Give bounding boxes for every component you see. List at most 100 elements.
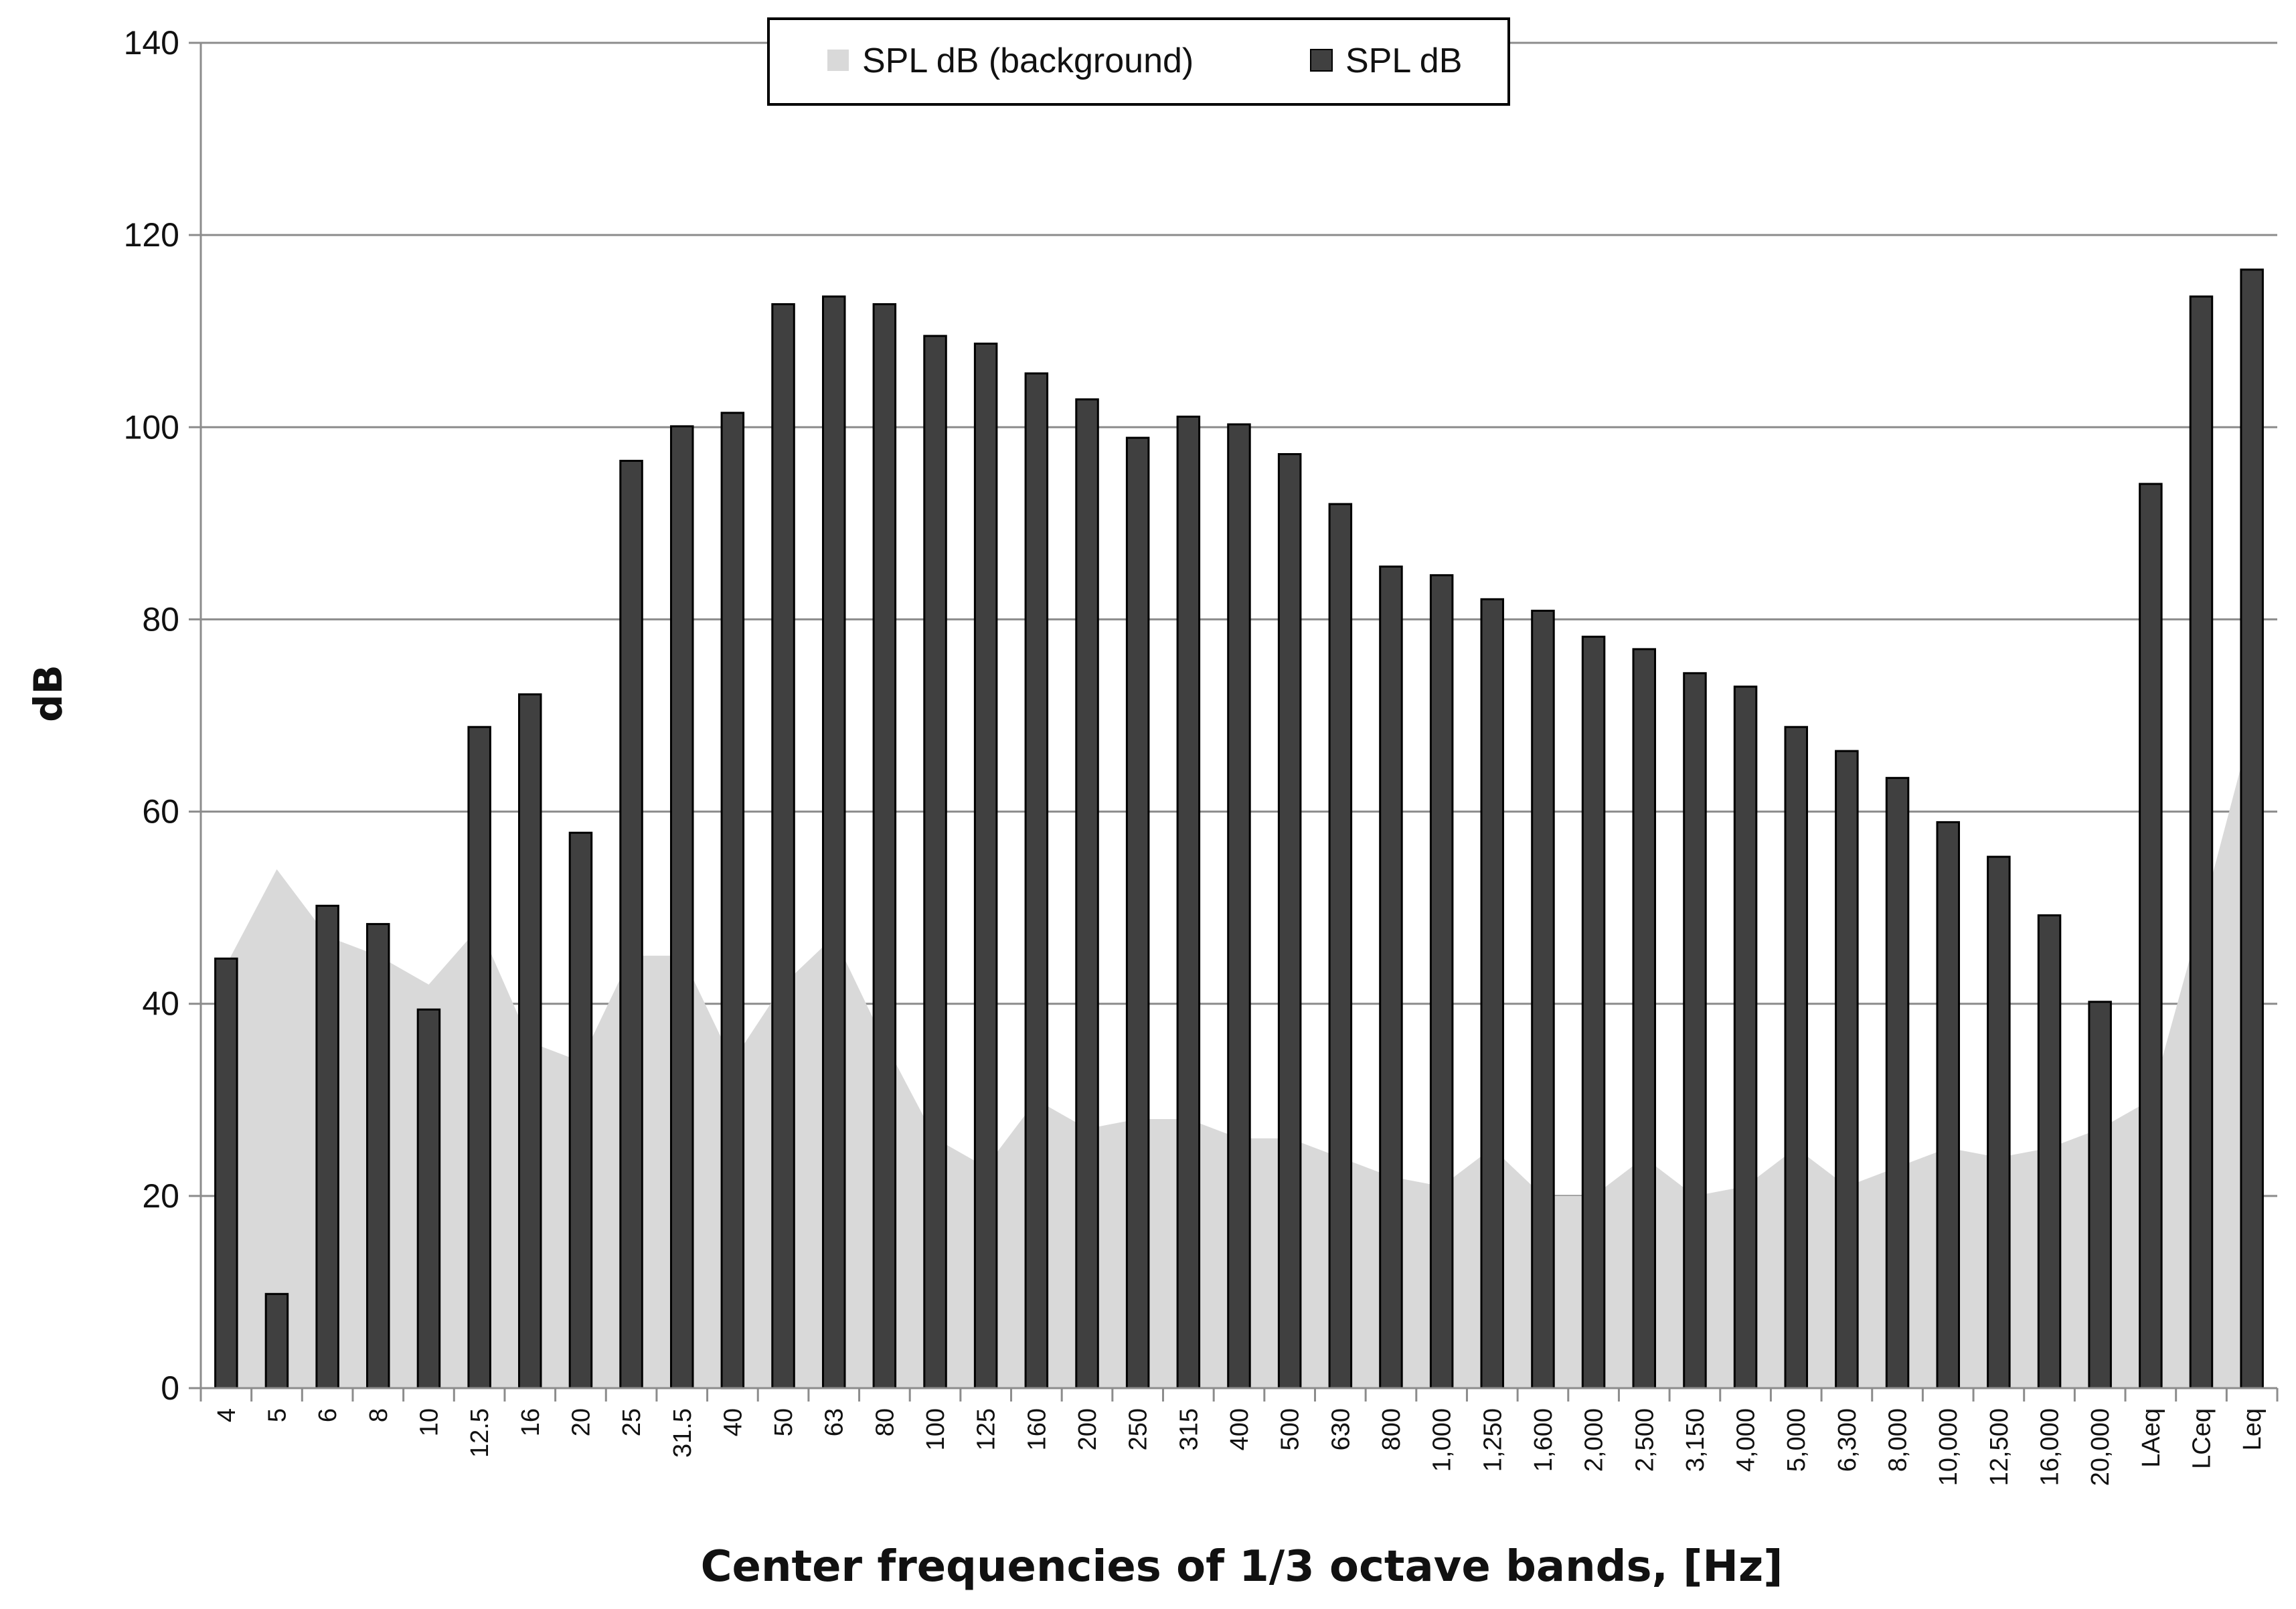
x-tick-label: 250 [1125, 1408, 1153, 1450]
x-tick-label: 3,150 [1682, 1408, 1710, 1472]
bar-6,300 [1835, 750, 1859, 1389]
x-tick-label: 20 [567, 1408, 595, 1436]
bar-160 [1024, 372, 1049, 1389]
bar-16 [518, 693, 542, 1389]
legend-swatch-background [827, 50, 849, 71]
x-tick-label: 800 [1378, 1408, 1406, 1450]
x-tick-label: 125 [973, 1408, 1001, 1450]
legend-frame [767, 17, 1510, 106]
x-tick-label: 12,500 [1985, 1408, 2014, 1486]
bar-1,000 [1429, 574, 1454, 1389]
x-tick-label: 16 [517, 1408, 545, 1436]
bar-LAeq [2139, 483, 2163, 1389]
bar-200 [1075, 398, 1099, 1389]
x-tick-label: 50 [770, 1408, 798, 1436]
x-tick-label: 40 [719, 1408, 747, 1436]
x-tick-label: 1,600 [1530, 1408, 1558, 1472]
x-tick-label: 100 [922, 1408, 950, 1450]
bar-1,600 [1531, 610, 1555, 1389]
legend: SPL dB (background) SPL dB [767, 17, 1510, 106]
y-tick-label: 20 [142, 1177, 179, 1215]
x-tick-label: 2,000 [1580, 1408, 1609, 1472]
bar-2,500 [1632, 648, 1656, 1389]
bar-4,000 [1733, 685, 1758, 1389]
bar-500 [1277, 453, 1302, 1389]
bar-5 [264, 1292, 289, 1389]
y-tick-label: 100 [124, 408, 179, 446]
bar-16,000 [2037, 914, 2062, 1389]
bar-12,500 [1987, 855, 2011, 1389]
x-tick-label: 8,000 [1884, 1408, 1912, 1472]
bar-80 [872, 303, 897, 1389]
bar-800 [1379, 566, 1403, 1389]
x-tick-label: 4,000 [1732, 1408, 1760, 1472]
x-tick-label: 5 [263, 1408, 291, 1422]
bar-12.5 [467, 726, 491, 1389]
bar-5,000 [1784, 726, 1808, 1389]
axes [199, 43, 2279, 1402]
legend-swatch-spl [1310, 49, 1333, 72]
bar-31.5 [670, 425, 694, 1389]
x-tick-label: 630 [1327, 1408, 1355, 1450]
bar-315 [1176, 416, 1201, 1389]
x-tick-label: 1,250 [1479, 1408, 1507, 1472]
x-tick-label: 80 [871, 1408, 899, 1436]
bar-250 [1125, 436, 1150, 1389]
bar-25 [619, 460, 643, 1389]
bar-10 [416, 1008, 441, 1389]
x-tick-label: LCeq [2188, 1408, 2216, 1469]
x-axis-title: Center frequencies of 1/3 octave bands, … [701, 1542, 1783, 1592]
x-tick-label: 10,000 [1935, 1408, 1963, 1486]
x-tick-label: 6 [314, 1408, 342, 1422]
x-tick-label: 500 [1277, 1408, 1305, 1450]
bar-100 [923, 335, 947, 1389]
y-tick-label: 80 [142, 600, 179, 638]
bar-8 [366, 923, 390, 1389]
bar-10,000 [1936, 821, 1960, 1389]
x-tick-label: 200 [1074, 1408, 1102, 1450]
x-tick-label: 400 [1226, 1408, 1254, 1450]
bar-3,150 [1683, 672, 1707, 1389]
x-tick-label: 160 [1023, 1408, 1051, 1450]
x-tick-label: Leq [2238, 1408, 2267, 1450]
x-tick-label: LAeq [2137, 1408, 2165, 1468]
y-tick-label: 120 [124, 216, 179, 254]
x-tick-label: 4 [213, 1408, 241, 1422]
y-tick-label: 140 [124, 24, 179, 62]
bar-630 [1328, 503, 1353, 1389]
x-tick-label: 25 [618, 1408, 646, 1436]
bar-400 [1227, 423, 1251, 1389]
x-tick-label: 6,300 [1833, 1408, 1862, 1472]
x-tick-label: 5,000 [1783, 1408, 1811, 1472]
bar-2,000 [1581, 635, 1606, 1389]
bar-LCeq [2189, 295, 2214, 1389]
bar-8,000 [1885, 776, 1910, 1389]
y-tick-label: 0 [161, 1369, 179, 1407]
bar-6 [315, 904, 339, 1389]
y-tick-labels: 0 20 40 60 80 100 120 140 [124, 24, 179, 1407]
y-axis-title: dB [25, 665, 71, 722]
x-tick-label: 8 [365, 1408, 393, 1422]
x-tick-labels: 4 5 6 8 10 12.5 16 20 25 31.5 40 50 63 80 100 125 160 200… [213, 1408, 2267, 1486]
x-tick-label: 20,000 [2086, 1408, 2115, 1486]
bar-63 [822, 295, 846, 1389]
legend-label-background: SPL dB (background) [862, 41, 1194, 80]
bar-20 [568, 831, 593, 1389]
x-tick-label: 16,000 [2036, 1408, 2064, 1486]
x-tick-label: 1,000 [1428, 1408, 1457, 1472]
bar-1,250 [1480, 598, 1504, 1389]
x-tick-label: 10 [415, 1408, 443, 1436]
x-tick-label: 315 [1175, 1408, 1203, 1450]
x-tick-label: 31.5 [669, 1408, 697, 1458]
bar-Leq [2240, 268, 2264, 1389]
bar-50 [771, 303, 795, 1389]
x-tick-label: 63 [821, 1408, 849, 1436]
bar-4 [214, 957, 238, 1389]
bar-40 [720, 412, 745, 1389]
x-tick-label: 12.5 [466, 1408, 494, 1458]
legend-label-spl: SPL dB [1345, 41, 1462, 80]
bar-20,000 [2088, 1001, 2112, 1389]
x-tick-label: 2,500 [1631, 1408, 1659, 1472]
y-tick-label: 60 [142, 793, 179, 831]
